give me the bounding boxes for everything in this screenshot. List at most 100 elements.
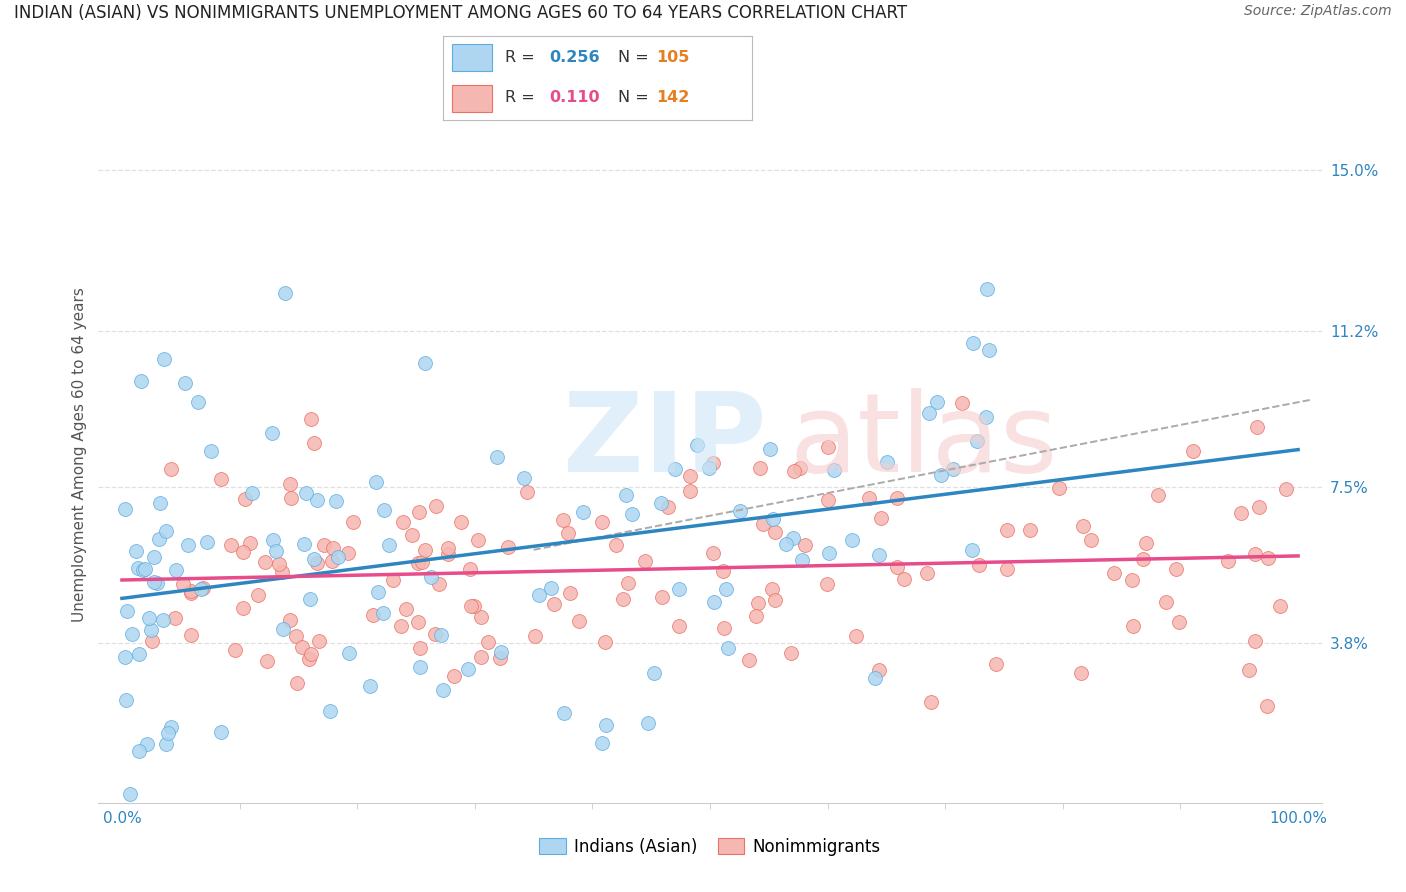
Point <box>284 629 307 643</box>
Point <box>160 720 183 734</box>
Point <box>595 635 617 649</box>
Point <box>1275 483 1298 497</box>
Point <box>782 531 804 545</box>
Point <box>558 586 581 600</box>
Point <box>823 463 845 477</box>
Point <box>779 646 801 660</box>
Point <box>571 505 593 519</box>
Point <box>141 633 163 648</box>
Point <box>159 462 181 476</box>
Point <box>406 556 429 570</box>
Point <box>591 515 613 529</box>
Point <box>976 281 998 295</box>
Point <box>145 576 167 591</box>
Point <box>1047 481 1070 495</box>
Text: N =: N = <box>617 90 654 105</box>
Point <box>209 725 232 739</box>
Point <box>298 591 321 606</box>
Point <box>373 503 395 517</box>
Point <box>254 555 277 569</box>
Point <box>920 695 942 709</box>
Point <box>337 546 360 560</box>
Point <box>142 574 165 589</box>
Text: Source: ZipAtlas.com: Source: ZipAtlas.com <box>1244 4 1392 19</box>
Bar <box>453 44 492 71</box>
Point <box>1071 519 1094 533</box>
Point <box>679 468 702 483</box>
Point <box>377 538 399 552</box>
Point <box>463 599 485 613</box>
Point <box>269 557 291 571</box>
Point <box>120 788 142 802</box>
Point <box>392 516 415 530</box>
Point <box>794 538 817 552</box>
Point <box>960 543 983 558</box>
Point <box>420 569 443 583</box>
Point <box>1147 487 1170 501</box>
Text: R =: R = <box>505 90 540 105</box>
Point <box>1122 618 1144 632</box>
Point <box>239 535 262 549</box>
Point <box>114 650 136 665</box>
Point <box>1154 595 1177 609</box>
Point <box>1247 500 1270 515</box>
Point <box>523 629 546 643</box>
Point <box>262 533 284 548</box>
Point <box>291 640 314 655</box>
Point <box>591 736 613 750</box>
Point <box>153 351 176 366</box>
Point <box>605 538 627 552</box>
Point <box>135 738 157 752</box>
Point <box>285 676 308 690</box>
Point <box>702 595 724 609</box>
Point <box>406 615 429 629</box>
Point <box>134 562 156 576</box>
Point <box>529 588 551 602</box>
Point <box>748 461 770 475</box>
Point <box>595 717 617 731</box>
Point <box>437 541 460 556</box>
Point <box>679 484 702 499</box>
Point <box>219 538 242 552</box>
Point <box>668 618 690 632</box>
Point <box>165 563 187 577</box>
Point <box>115 604 138 618</box>
Point <box>966 434 988 448</box>
Point <box>177 538 200 552</box>
Point <box>858 491 880 505</box>
Point <box>713 622 735 636</box>
Point <box>314 538 336 552</box>
Point <box>876 455 898 469</box>
Point <box>298 652 321 666</box>
Point <box>886 491 908 505</box>
Point <box>893 572 915 586</box>
Point <box>516 485 538 500</box>
Point <box>149 496 172 510</box>
Point <box>155 524 177 539</box>
Point <box>141 623 163 637</box>
Point <box>307 492 329 507</box>
Point <box>264 543 287 558</box>
Point <box>918 406 941 420</box>
Point <box>942 462 965 476</box>
Point <box>302 552 325 566</box>
Point <box>180 584 202 599</box>
Text: 0.256: 0.256 <box>550 50 600 65</box>
Point <box>962 336 984 351</box>
Point <box>382 574 405 588</box>
Point <box>651 590 673 604</box>
Point <box>868 663 890 677</box>
Point <box>337 646 360 660</box>
Point <box>411 555 433 569</box>
Point <box>714 582 737 597</box>
Point <box>318 705 340 719</box>
Point <box>664 462 686 476</box>
Point <box>129 374 152 388</box>
Point <box>668 582 690 597</box>
Point <box>425 499 447 513</box>
Point <box>413 356 436 370</box>
Point <box>299 647 322 661</box>
Point <box>657 500 679 515</box>
Point <box>614 488 637 502</box>
Point <box>191 581 214 595</box>
